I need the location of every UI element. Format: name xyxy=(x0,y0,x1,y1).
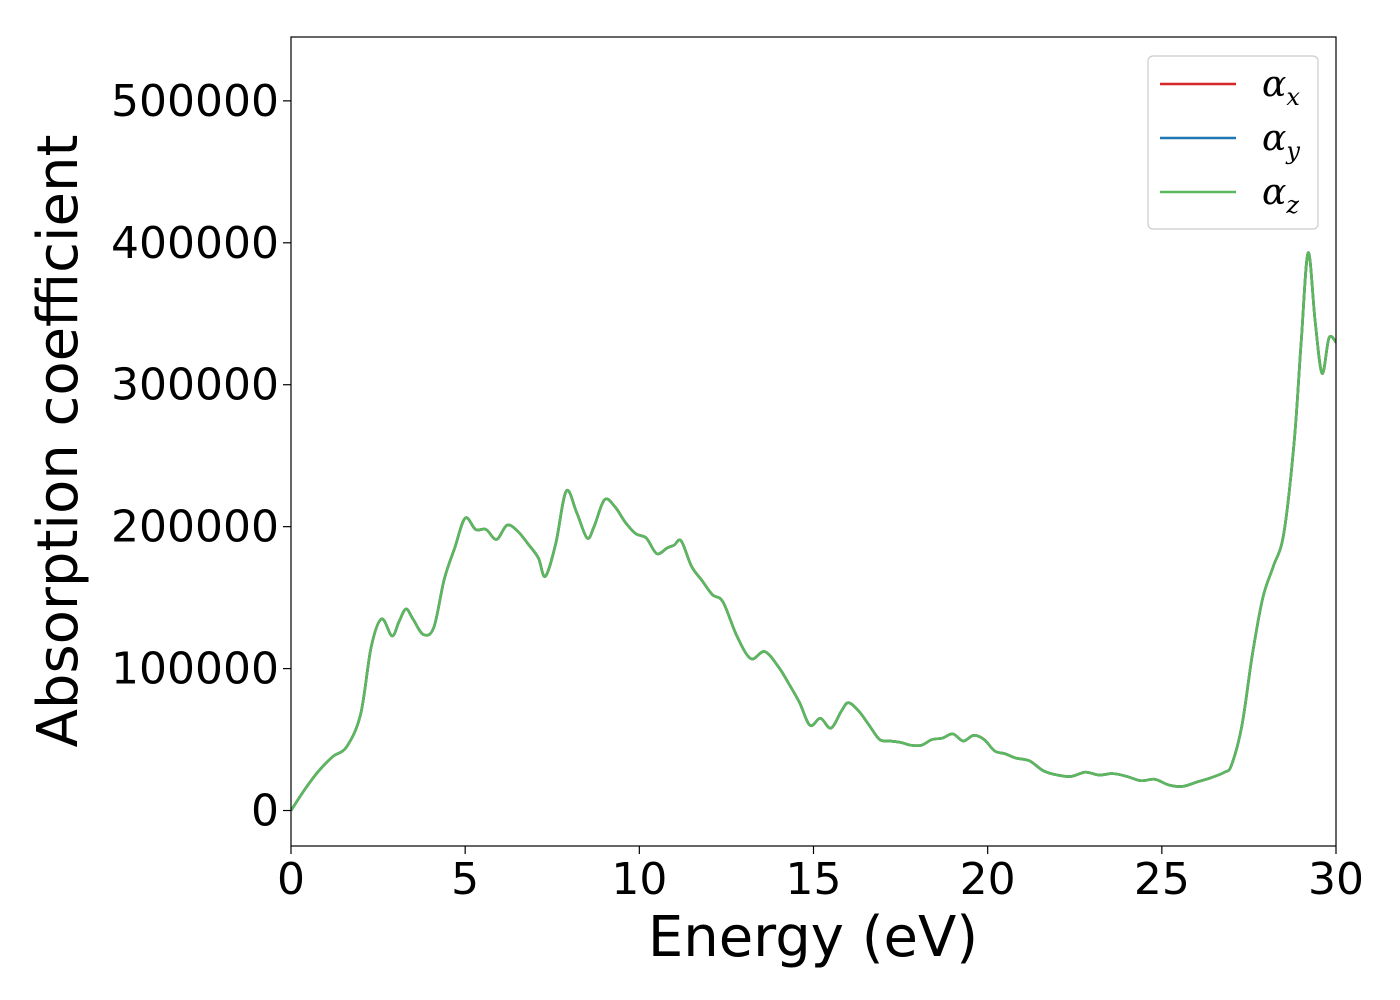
legend-label-y: αy xyxy=(1262,118,1300,165)
x-tick-label: 20 xyxy=(960,854,1016,905)
legend: αx αy αz xyxy=(1147,55,1319,230)
y-tick-label: 400000 xyxy=(111,218,279,269)
x-tick-label: 10 xyxy=(611,854,667,905)
x-tick-label: 0 xyxy=(277,854,305,905)
plot-area xyxy=(290,36,1337,847)
series-line-z xyxy=(291,251,1336,812)
x-tick-label: 30 xyxy=(1308,854,1364,905)
x-tick-label: 25 xyxy=(1134,854,1190,905)
x-tick-label: 5 xyxy=(451,854,479,905)
x-axis: 0 5 10 15 20 25 30 xyxy=(277,846,1364,905)
legend-label-x: αx xyxy=(1262,64,1300,111)
y-tick-label: 300000 xyxy=(111,360,279,411)
legend-label-z: αz xyxy=(1262,172,1299,219)
y-axis-title: Absorption coefficient xyxy=(26,135,91,748)
y-tick-label: 500000 xyxy=(111,76,279,127)
x-tick-label: 15 xyxy=(786,854,842,905)
y-tick-label: 100000 xyxy=(111,644,279,695)
x-axis-title: Energy (eV) xyxy=(648,905,978,970)
series-layer xyxy=(291,251,1336,812)
y-tick-label: 200000 xyxy=(111,502,279,553)
y-axis: 0 100000 200000 300000 400000 500000 xyxy=(111,76,291,837)
legend-box xyxy=(1147,55,1319,230)
y-tick-label: 0 xyxy=(251,786,279,837)
